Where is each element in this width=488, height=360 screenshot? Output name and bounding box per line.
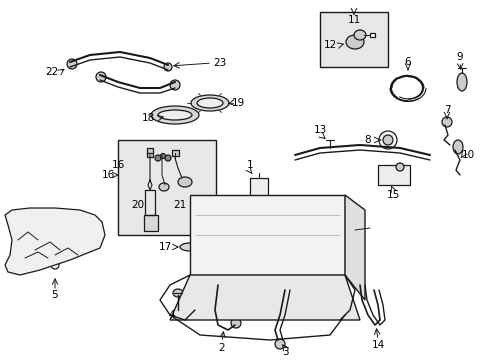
Text: 11: 11 bbox=[346, 15, 360, 25]
Text: 8: 8 bbox=[364, 135, 370, 145]
Bar bbox=[377, 165, 409, 185]
Bar bbox=[249, 178, 267, 200]
Text: 17: 17 bbox=[158, 242, 171, 252]
Text: 20: 20 bbox=[131, 200, 144, 210]
Text: 23: 23 bbox=[213, 58, 226, 68]
Ellipse shape bbox=[456, 73, 466, 91]
Text: 3: 3 bbox=[281, 347, 288, 357]
Ellipse shape bbox=[278, 198, 321, 216]
Text: 13: 13 bbox=[313, 125, 326, 135]
Polygon shape bbox=[170, 275, 359, 320]
Ellipse shape bbox=[274, 339, 285, 349]
Text: 19: 19 bbox=[231, 98, 244, 108]
Polygon shape bbox=[190, 195, 345, 275]
Ellipse shape bbox=[151, 106, 199, 124]
Bar bbox=[147, 148, 153, 153]
Ellipse shape bbox=[170, 80, 180, 90]
Bar bbox=[369, 33, 374, 37]
Text: 12: 12 bbox=[323, 40, 336, 50]
Polygon shape bbox=[5, 208, 105, 275]
Ellipse shape bbox=[51, 261, 59, 269]
Ellipse shape bbox=[178, 177, 192, 187]
Ellipse shape bbox=[395, 163, 403, 171]
Ellipse shape bbox=[285, 202, 313, 212]
Ellipse shape bbox=[67, 59, 77, 69]
Text: 15: 15 bbox=[386, 190, 399, 200]
Text: 4: 4 bbox=[168, 310, 175, 320]
Ellipse shape bbox=[160, 153, 165, 158]
Bar bbox=[172, 150, 179, 156]
Polygon shape bbox=[345, 195, 364, 300]
Ellipse shape bbox=[346, 35, 363, 49]
Ellipse shape bbox=[441, 117, 451, 127]
Text: 6: 6 bbox=[404, 57, 410, 67]
Text: 22: 22 bbox=[45, 67, 59, 77]
Text: 1: 1 bbox=[246, 160, 253, 170]
Text: 16: 16 bbox=[101, 170, 114, 180]
Ellipse shape bbox=[158, 110, 192, 120]
Ellipse shape bbox=[163, 63, 172, 71]
Text: 10: 10 bbox=[461, 150, 473, 160]
Ellipse shape bbox=[452, 140, 462, 154]
Text: 2: 2 bbox=[218, 343, 225, 353]
Bar bbox=[143, 215, 158, 231]
Ellipse shape bbox=[155, 155, 161, 161]
Text: 18: 18 bbox=[141, 113, 154, 123]
Ellipse shape bbox=[70, 232, 80, 242]
Ellipse shape bbox=[197, 98, 223, 108]
Ellipse shape bbox=[348, 225, 360, 235]
Ellipse shape bbox=[230, 318, 241, 328]
Ellipse shape bbox=[191, 95, 228, 111]
Text: 7: 7 bbox=[443, 105, 449, 115]
Ellipse shape bbox=[180, 243, 200, 251]
Bar bbox=[147, 152, 153, 157]
Ellipse shape bbox=[164, 155, 171, 161]
Ellipse shape bbox=[225, 202, 253, 212]
Bar bbox=[319, 12, 387, 67]
Ellipse shape bbox=[159, 183, 169, 191]
Text: 9: 9 bbox=[456, 52, 462, 62]
Ellipse shape bbox=[353, 30, 365, 40]
Text: 16: 16 bbox=[111, 160, 124, 170]
Text: 14: 14 bbox=[370, 340, 384, 350]
Text: 21: 21 bbox=[173, 200, 186, 210]
Ellipse shape bbox=[173, 289, 183, 297]
Ellipse shape bbox=[218, 198, 262, 216]
Ellipse shape bbox=[96, 72, 106, 82]
Ellipse shape bbox=[382, 135, 392, 145]
Text: 5: 5 bbox=[52, 290, 58, 300]
Ellipse shape bbox=[378, 131, 396, 149]
Bar bbox=[118, 140, 216, 235]
